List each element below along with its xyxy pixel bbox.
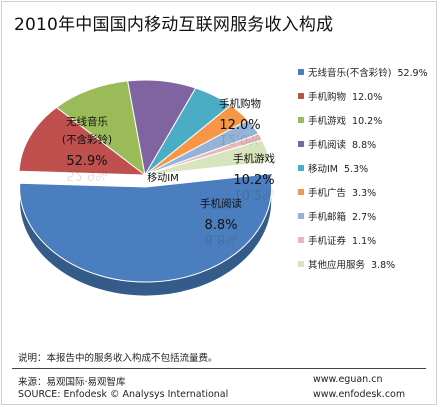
- pie-slice-0: [19, 173, 273, 283]
- slice-label-name-2: 手机游戏: [233, 152, 275, 165]
- legend-item: 无线音乐(不含彩铃) 52.9%: [298, 64, 428, 80]
- slice-label-value-2: 10.2%: [233, 173, 274, 188]
- legend-label: 手机购物 12.0%: [308, 92, 383, 103]
- legend-label: 手机阅读 8.8%: [308, 140, 377, 151]
- slice-label-value-3: 8.8%: [204, 218, 237, 233]
- footnote: 说明：本报告中的服务收入构成不包括流量费。: [18, 353, 218, 364]
- legend-item: 手机广告 3.3%: [298, 184, 376, 200]
- legend-item: 手机证券 1.1%: [298, 232, 376, 248]
- legend-item: 其他应用服务 3.8%: [298, 256, 395, 272]
- pie-slice-1: [18, 106, 147, 176]
- legend-swatch: [298, 93, 304, 99]
- url-enfodesk[interactable]: www.enfodesk.com: [313, 389, 406, 400]
- legend-swatch: [298, 141, 304, 147]
- legend-swatch: [298, 237, 304, 243]
- slice-label-value-1: 12.0%: [219, 118, 260, 133]
- url-eguan[interactable]: www.eguan.cn: [313, 374, 383, 385]
- legend-swatch: [298, 117, 304, 123]
- footer-divider: [12, 368, 426, 369]
- source-cn: 来源：易观国际·易观智库: [18, 377, 126, 388]
- legend-item: 手机游戏 10.2%: [298, 112, 382, 128]
- legend-label: 手机游戏 10.2%: [308, 116, 383, 127]
- chart-title: 2010年中国国内移动互联网服务收入构成: [14, 15, 334, 35]
- slice-label-value-0: 52.9%: [66, 154, 107, 169]
- slice-label-name-3: 手机阅读: [200, 197, 242, 210]
- slice-label-name-0: (不含彩铃): [62, 133, 112, 146]
- legend-item: 手机购物 12.0%: [298, 88, 382, 104]
- pie-slice-2: [55, 80, 146, 177]
- legend-swatch: [298, 261, 304, 267]
- legend-swatch: [298, 213, 304, 219]
- slice-label-reflection-0: 52.9%: [66, 167, 107, 182]
- legend-item: 手机阅读 8.8%: [298, 136, 376, 152]
- slice-label-reflection-1: 12.0%: [219, 131, 260, 146]
- legend-item: 手机邮箱 2.7%: [298, 208, 376, 224]
- source-en: SOURCE: Enfodesk © Analysys Internationa…: [18, 389, 229, 400]
- pie-slice-8: [144, 139, 271, 176]
- legend-swatch: [298, 189, 304, 195]
- legend-label: 其他应用服务 3.8%: [308, 260, 396, 271]
- legend-label: 移动IM 5.3%: [308, 164, 369, 175]
- legend-label: 手机广告 3.3%: [308, 188, 377, 199]
- legend-swatch: [298, 165, 304, 171]
- slice-label-name-1: 手机购物: [219, 97, 261, 110]
- pie-slices: [18, 79, 273, 283]
- slice-label-reflection-2: 10.2%: [233, 186, 274, 201]
- slice-label-reflection-3: 8.8%: [204, 231, 237, 246]
- slice-label-name-0: 无线音乐: [66, 115, 108, 128]
- legend-label: 无线音乐(不含彩铃) 52.9%: [308, 68, 428, 79]
- legend-item: 移动IM 5.3%: [298, 160, 368, 176]
- slice-label-name-4: 移动IM: [147, 171, 179, 184]
- legend-label: 手机证券 1.1%: [308, 236, 377, 247]
- legend-swatch: [298, 69, 304, 75]
- legend-label: 手机邮箱 2.7%: [308, 212, 377, 223]
- slice-labels: 无线音乐 (不含彩铃) 52.9%52.9% 手机购物 12.0%12.0% 手机游戏 10…: [62, 97, 276, 246]
